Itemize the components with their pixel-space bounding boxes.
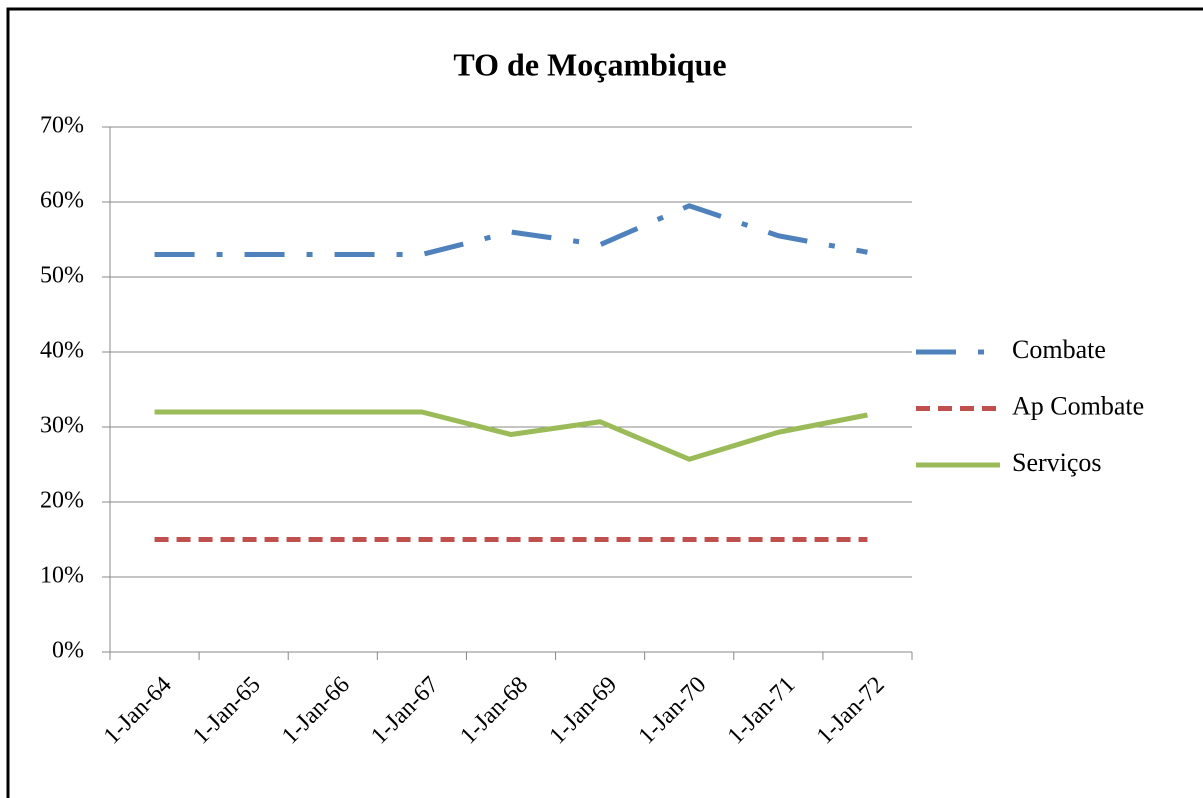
series-line [154,203,868,257]
legend-label: Combate [1012,335,1106,364]
legend-label: Ap Combate [1012,391,1144,420]
y-tick-label: 10% [40,563,84,589]
y-tick-label: 30% [40,413,84,439]
legend-label: Serviços [1012,448,1102,477]
y-tick-label: 60% [40,188,84,214]
chart-title: TO de Moçambique [453,46,726,82]
frame [6,7,1203,798]
y-tick-label: 0% [52,638,84,664]
y-tick-label: 40% [40,338,84,364]
y-tick-label: 20% [40,488,84,514]
y-tick-label: 50% [40,263,84,289]
series-line [154,409,868,462]
y-tick-label: 70% [40,113,84,139]
